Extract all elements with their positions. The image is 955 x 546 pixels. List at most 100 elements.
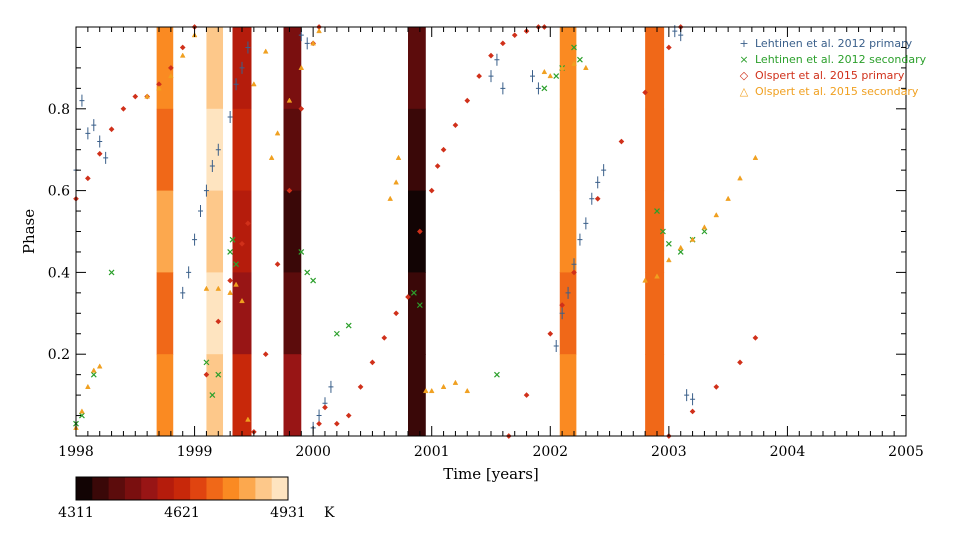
data-point [233, 78, 239, 91]
data-point [689, 236, 696, 242]
data-point [411, 289, 417, 296]
temperature-band-segment [559, 27, 577, 110]
data-point [316, 27, 322, 34]
data-point [203, 359, 210, 366]
data-point [144, 93, 150, 99]
data-point [535, 82, 541, 95]
data-point [215, 318, 222, 325]
data-point [357, 384, 364, 390]
data-point [387, 195, 394, 201]
data-point [168, 72, 174, 79]
temperature-band-segment [283, 27, 302, 110]
temperature-band-segment [559, 108, 577, 192]
temperature-band-segment [283, 272, 302, 355]
data-point [677, 249, 684, 255]
x-tick-label: 2001 [414, 444, 450, 460]
temperature-band-segment [645, 354, 665, 437]
data-point [215, 143, 221, 156]
data-point [91, 119, 97, 132]
data-point [511, 32, 518, 39]
data-point [304, 37, 310, 50]
data-point [328, 380, 334, 393]
data-point [541, 85, 548, 92]
data-point [96, 363, 103, 369]
data-point [594, 195, 601, 202]
data-point [416, 302, 423, 309]
axes: 1998 1999 2000 2001 2002 2003 2004 2005 0.2 0.4 0.… [48, 27, 924, 460]
data-point [752, 154, 759, 160]
data-point [689, 408, 696, 415]
data-point [684, 389, 690, 402]
data-point [229, 236, 236, 243]
data-point [393, 310, 399, 317]
data-point [333, 330, 340, 337]
x-tick-label: 2003 [651, 444, 687, 460]
data-point [577, 233, 583, 246]
legend-marker: × [739, 53, 748, 66]
data-point [701, 228, 708, 235]
data-point [464, 387, 471, 394]
data-point [316, 420, 322, 427]
x-tick-label: 1998 [58, 444, 94, 460]
data-point [476, 73, 482, 79]
data-point [713, 212, 720, 218]
colorbar-swatch [173, 477, 191, 500]
data-point [464, 97, 471, 104]
temperature-band-segment [156, 354, 174, 437]
data-point [701, 224, 708, 230]
colorbar-swatch [239, 477, 256, 500]
data-point [690, 393, 696, 406]
colorbar-frame [75, 476, 289, 501]
data-point [500, 40, 506, 47]
colorbar-swatch [141, 477, 158, 500]
colorbar-swatch [76, 477, 93, 500]
data-point [559, 64, 565, 70]
temperature-band-segment [206, 108, 224, 192]
data-point [589, 192, 595, 205]
data-point [322, 404, 328, 411]
data-point [286, 97, 293, 103]
data-point [601, 164, 607, 177]
data-point [428, 387, 435, 394]
data-point [595, 176, 601, 189]
data-point [192, 233, 198, 246]
data-series [73, 24, 759, 439]
data-point [132, 93, 139, 100]
legend-entry: Lehtinen et al. 2012 secondary [755, 53, 927, 66]
data-point [103, 151, 109, 164]
legend-entry: Lehtinen et al. 2012 primary [755, 37, 913, 50]
data-point [209, 160, 215, 173]
data-point [417, 228, 423, 235]
data-point [168, 65, 174, 71]
data-point [85, 127, 91, 140]
data-point [245, 41, 251, 54]
data-point [227, 289, 233, 295]
x-axis-label: Time [years] [443, 465, 539, 483]
legend: + Lehtinen et al. 2012 primary × Lehtinen e… [739, 37, 926, 98]
temperature-band-segment [645, 27, 665, 110]
data-point [90, 367, 97, 373]
data-point [452, 122, 459, 128]
data-point [227, 110, 233, 123]
x-tick-label: 2000 [295, 444, 331, 460]
data-point [583, 217, 589, 230]
data-point [180, 286, 186, 299]
data-point [239, 61, 245, 74]
data-point [262, 351, 269, 358]
x-tick-label: 2002 [532, 444, 568, 460]
data-point [334, 420, 340, 427]
data-point [310, 277, 317, 284]
x-tick-label: 2004 [770, 444, 806, 460]
y-tick-label: 0.6 [48, 184, 70, 200]
data-point [577, 56, 583, 63]
data-point [179, 52, 186, 58]
y-tick-label: 0.2 [48, 347, 70, 363]
data-point [523, 392, 530, 398]
temperature-band-segment [645, 190, 665, 273]
colorbar: 4311 4621 4931 [58, 476, 306, 521]
data-point [395, 154, 402, 160]
data-point [500, 82, 506, 95]
data-point [227, 249, 234, 255]
data-point [422, 387, 429, 394]
x-tick-label: 2005 [888, 444, 924, 460]
